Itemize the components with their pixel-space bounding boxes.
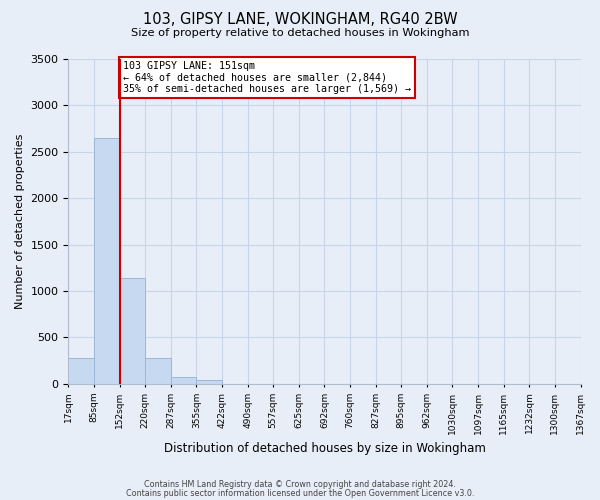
Bar — [94, 138, 119, 384]
Text: Size of property relative to detached houses in Wokingham: Size of property relative to detached ho… — [131, 28, 469, 38]
Text: Contains HM Land Registry data © Crown copyright and database right 2024.: Contains HM Land Registry data © Crown c… — [144, 480, 456, 489]
Bar — [145, 358, 171, 384]
Y-axis label: Number of detached properties: Number of detached properties — [15, 134, 25, 309]
Text: 103 GIPSY LANE: 151sqm
← 64% of detached houses are smaller (2,844)
35% of semi-: 103 GIPSY LANE: 151sqm ← 64% of detached… — [124, 61, 412, 94]
Bar — [171, 377, 196, 384]
Bar — [68, 358, 94, 384]
Bar — [119, 278, 145, 384]
X-axis label: Distribution of detached houses by size in Wokingham: Distribution of detached houses by size … — [164, 442, 485, 455]
Bar — [196, 380, 222, 384]
Text: 103, GIPSY LANE, WOKINGHAM, RG40 2BW: 103, GIPSY LANE, WOKINGHAM, RG40 2BW — [143, 12, 457, 28]
Text: Contains public sector information licensed under the Open Government Licence v3: Contains public sector information licen… — [126, 488, 474, 498]
